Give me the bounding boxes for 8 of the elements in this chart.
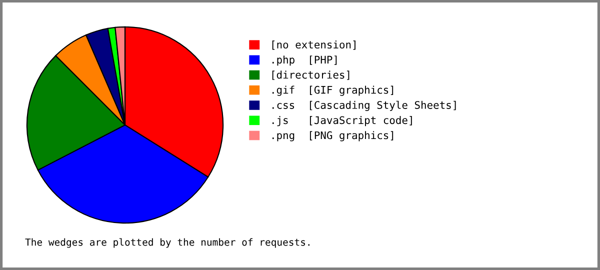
- legend-label: .png [PNG graphics]: [272, 131, 394, 142]
- legend-label: .css [Cascading Style Sheets]: [272, 100, 456, 112]
- legend-label: [directories]: [272, 70, 350, 80]
- legend-label: .js [JavaScript code]: [272, 116, 412, 126]
- legend-label: [no extension]: [272, 40, 356, 50]
- text: The wedges are plotted by the number of requests.: [25, 238, 310, 248]
- legend-label: .php [PHP]: [272, 56, 337, 66]
- legend-label: .gif [GIF graphics]: [272, 86, 394, 96]
